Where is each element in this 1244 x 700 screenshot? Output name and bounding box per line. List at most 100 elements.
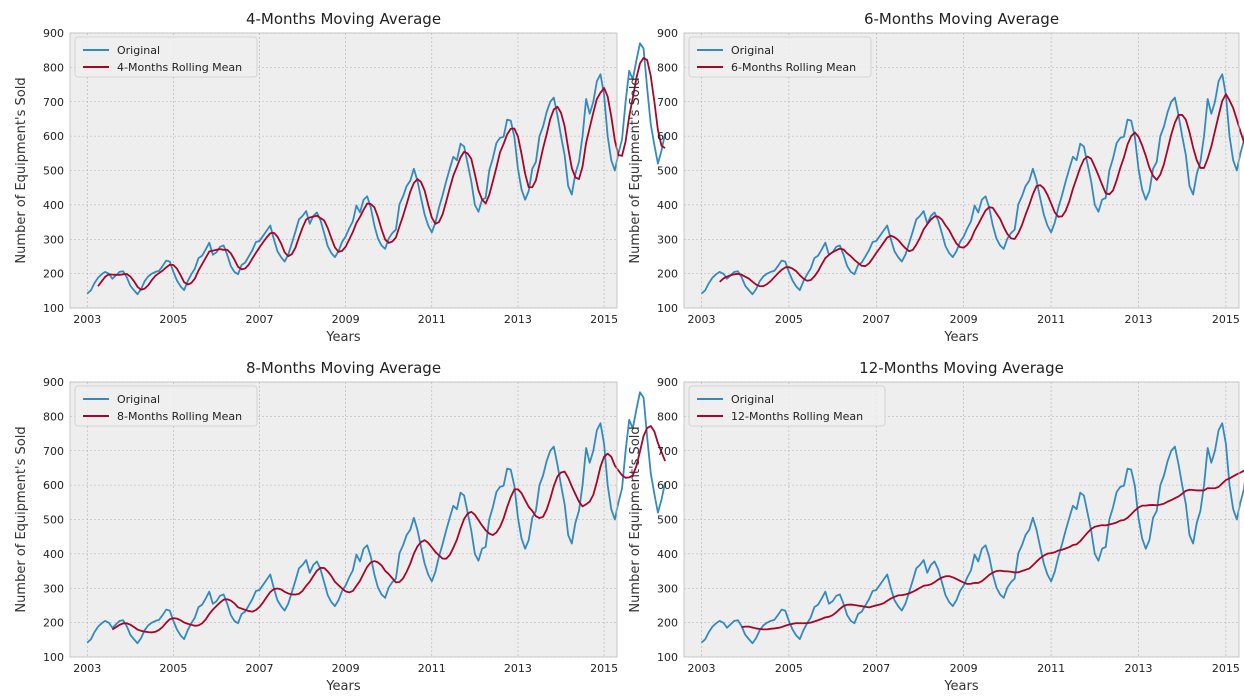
x-tick-label: 2011 bbox=[418, 313, 446, 326]
legend-label: 12-Months Rolling Mean bbox=[731, 410, 863, 423]
y-tick-label: 800 bbox=[657, 61, 678, 74]
chart-title: 12-Months Moving Average bbox=[859, 359, 1064, 377]
y-tick-label: 800 bbox=[43, 410, 64, 423]
x-tick-label: 2013 bbox=[504, 313, 532, 326]
series-original-line bbox=[700, 422, 1244, 645]
legend-box bbox=[74, 385, 258, 427]
y-tick-label: 700 bbox=[657, 445, 678, 458]
x-tick-label: 2005 bbox=[775, 313, 803, 326]
x-tick-label: 2003 bbox=[687, 313, 715, 326]
y-tick-label: 600 bbox=[43, 479, 64, 492]
y-tick-label: 300 bbox=[657, 233, 678, 246]
y-tick-label: 600 bbox=[43, 130, 64, 143]
x-tick-label: 2011 bbox=[1037, 662, 1065, 675]
y-tick-label: 100 bbox=[43, 651, 64, 664]
y-tick-label: 900 bbox=[43, 27, 64, 40]
legend-label: Original bbox=[731, 393, 774, 406]
y-tick-label: 400 bbox=[43, 548, 64, 561]
y-tick-label: 400 bbox=[657, 548, 678, 561]
y-tick-label: 300 bbox=[657, 582, 678, 595]
chart-6m-svg: 2003 2005 2007 2009 2011 2013 2015 100 200 300 400… bbox=[628, 10, 1244, 345]
legend-label: Original bbox=[117, 393, 160, 406]
x-tick-label: 2013 bbox=[1124, 662, 1152, 675]
x-tick-label: 2007 bbox=[246, 313, 274, 326]
y-tick-label: 600 bbox=[657, 130, 678, 143]
y-tick-label: 200 bbox=[43, 268, 64, 281]
chart-title: 4-Months Moving Average bbox=[246, 10, 441, 28]
y-tick-label: 800 bbox=[43, 61, 64, 74]
legend-box bbox=[74, 36, 258, 78]
x-axis-label: Years bbox=[325, 330, 361, 345]
y-tick-label: 100 bbox=[657, 302, 678, 315]
chart-panel-6m: 2003 2005 2007 2009 2011 2013 2015 100 200 300 400… bbox=[622, 0, 1244, 350]
x-tick-label: 2013 bbox=[1124, 313, 1152, 326]
legend: Original 4-Months Rolling Mean bbox=[74, 36, 258, 78]
legend-box bbox=[688, 385, 886, 427]
x-tick-label: 2009 bbox=[950, 662, 978, 675]
x-tick-label: 2003 bbox=[73, 662, 101, 675]
x-tick-label: 2003 bbox=[73, 313, 101, 326]
x-axis-label: Years bbox=[943, 330, 979, 345]
y-tick-label: 200 bbox=[657, 617, 678, 630]
series-rolling-mean-line bbox=[97, 57, 666, 291]
series-rolling-mean-line bbox=[741, 469, 1244, 631]
legend: Original 12-Months Rolling Mean bbox=[688, 385, 886, 427]
chart-8m-svg: 2003 2005 2007 2009 2011 2013 2015 100 200 300 400… bbox=[14, 359, 666, 694]
chart-4m-svg: 2003 2005 2007 2009 2011 2013 2015 100 200 300 400… bbox=[14, 10, 666, 345]
y-tick-label: 900 bbox=[657, 376, 678, 389]
series-original-line bbox=[86, 391, 666, 645]
x-tick-label: 2015 bbox=[1212, 313, 1240, 326]
x-tick-label: 2007 bbox=[862, 313, 890, 326]
x-tick-label: 2007 bbox=[246, 662, 274, 675]
x-tick-label: 2011 bbox=[418, 662, 446, 675]
y-tick-label: 100 bbox=[657, 651, 678, 664]
y-tick-label: 700 bbox=[43, 445, 64, 458]
x-tick-label: 2005 bbox=[775, 662, 803, 675]
y-axis-label: Number of Equipment's Sold bbox=[14, 77, 29, 263]
chart-panel-12m: 2003 2005 2007 2009 2011 2013 2015 100 200 300 400… bbox=[622, 350, 1244, 700]
series-rolling-mean-line bbox=[719, 93, 1244, 288]
x-tick-label: 2003 bbox=[687, 662, 715, 675]
y-axis-label: Number of Equipment's Sold bbox=[628, 426, 643, 612]
y-axis-label: Number of Equipment's Sold bbox=[14, 426, 29, 612]
y-tick-label: 300 bbox=[43, 582, 64, 595]
y-tick-label: 800 bbox=[657, 410, 678, 423]
y-tick-label: 300 bbox=[43, 233, 64, 246]
x-tick-label: 2009 bbox=[332, 662, 360, 675]
x-tick-label: 2007 bbox=[862, 662, 890, 675]
y-tick-label: 200 bbox=[657, 268, 678, 281]
y-tick-label: 400 bbox=[43, 199, 64, 212]
chart-panel-8m: 2003 2005 2007 2009 2011 2013 2015 100 200 300 400… bbox=[0, 350, 666, 700]
legend-label: Original bbox=[117, 44, 160, 57]
legend-box bbox=[688, 36, 872, 78]
x-tick-label: 2009 bbox=[950, 313, 978, 326]
chart-panel-4m: 2003 2005 2007 2009 2011 2013 2015 100 200 300 400… bbox=[0, 0, 666, 350]
x-tick-label: 2005 bbox=[159, 662, 187, 675]
x-tick-label: 2011 bbox=[1037, 313, 1065, 326]
y-tick-label: 600 bbox=[657, 479, 678, 492]
legend-label: 8-Months Rolling Mean bbox=[117, 410, 242, 423]
legend-label: 6-Months Rolling Mean bbox=[731, 61, 856, 74]
series-original-line bbox=[86, 42, 666, 296]
y-tick-label: 100 bbox=[43, 302, 64, 315]
x-axis-label: Years bbox=[943, 679, 979, 694]
x-tick-label: 2009 bbox=[332, 313, 360, 326]
y-tick-label: 500 bbox=[657, 165, 678, 178]
plot-frame bbox=[683, 32, 1240, 309]
plot-frame bbox=[683, 381, 1240, 658]
x-tick-label: 2013 bbox=[504, 662, 532, 675]
y-tick-label: 900 bbox=[43, 376, 64, 389]
series-rolling-mean-line bbox=[111, 425, 666, 634]
x-tick-label: 2015 bbox=[590, 662, 618, 675]
plot-frame bbox=[69, 381, 618, 658]
x-tick-label: 2015 bbox=[590, 313, 618, 326]
legend: Original 8-Months Rolling Mean bbox=[74, 385, 258, 427]
y-tick-label: 400 bbox=[657, 199, 678, 212]
y-tick-label: 500 bbox=[43, 514, 64, 527]
plot-frame bbox=[69, 32, 618, 309]
x-tick-label: 2005 bbox=[159, 313, 187, 326]
y-tick-label: 200 bbox=[43, 617, 64, 630]
y-axis-label: Number of Equipment's Sold bbox=[628, 77, 643, 263]
chart-12m-svg: 2003 2005 2007 2009 2011 2013 2015 100 200 300 400… bbox=[628, 359, 1244, 694]
